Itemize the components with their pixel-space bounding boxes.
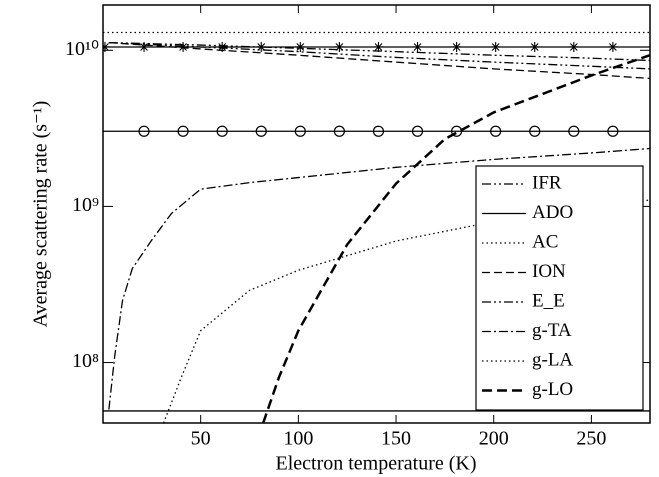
marker xyxy=(607,41,618,52)
plot-frame xyxy=(102,4,651,424)
marker xyxy=(412,41,423,52)
marker xyxy=(178,41,189,52)
series-line xyxy=(108,147,650,410)
x-tick-label: 100 xyxy=(283,428,313,450)
legend-label: AC xyxy=(532,231,558,252)
marker xyxy=(411,125,424,137)
marker xyxy=(568,125,580,137)
marker xyxy=(490,41,501,52)
y-tick-label: 10⁹ xyxy=(72,194,99,216)
y-tick-label: 10¹⁰ xyxy=(65,38,99,60)
marker xyxy=(256,41,267,52)
series-line xyxy=(108,41,650,62)
legend-label: g-LA xyxy=(532,349,573,370)
marker xyxy=(450,125,463,137)
legend-label: ION xyxy=(532,261,566,282)
y-tick-label: 10⁸ xyxy=(72,350,99,372)
legend-box xyxy=(475,165,644,411)
marker xyxy=(216,125,228,137)
marker xyxy=(255,125,267,137)
marker xyxy=(334,41,345,52)
legend-label: IFR xyxy=(532,172,562,193)
marker xyxy=(568,41,579,52)
marker xyxy=(451,41,462,52)
x-tick-label: 50 xyxy=(191,428,211,450)
marker xyxy=(217,41,228,52)
y-axis-label: Average scattering rate (s⁻¹) xyxy=(30,101,52,328)
legend-label: g-LO xyxy=(532,379,573,400)
x-tick-label: 200 xyxy=(479,428,509,450)
legend-label: E_E xyxy=(532,290,565,311)
x-tick-label: 150 xyxy=(381,428,411,450)
x-axis-label: Electron temperature (K) xyxy=(275,453,476,475)
marker xyxy=(139,41,150,52)
x-tick-label: 250 xyxy=(576,428,606,450)
plot-lines xyxy=(103,31,650,423)
marker xyxy=(177,125,189,137)
series-line xyxy=(262,54,650,423)
marker xyxy=(529,125,541,137)
marker xyxy=(372,125,385,137)
marker xyxy=(295,41,306,52)
legend-label: ADO xyxy=(532,202,573,223)
marker xyxy=(138,125,150,137)
marker xyxy=(529,41,540,52)
legend: IFR ADO AC ION E_E g-TA g-LA g-LO xyxy=(475,165,644,411)
legend-label: g-TA xyxy=(532,320,572,341)
marker xyxy=(294,125,306,137)
marker xyxy=(490,125,502,137)
series-line xyxy=(162,199,650,423)
marker xyxy=(373,41,384,52)
marker xyxy=(607,125,619,137)
marker xyxy=(333,125,345,137)
marker xyxy=(103,41,110,52)
